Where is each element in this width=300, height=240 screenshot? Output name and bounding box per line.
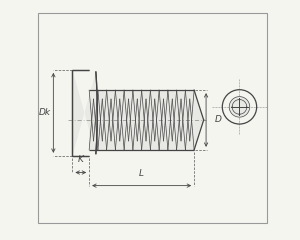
Polygon shape bbox=[194, 90, 204, 150]
Text: D: D bbox=[214, 115, 221, 125]
Text: L: L bbox=[139, 169, 144, 179]
Circle shape bbox=[229, 97, 250, 117]
Text: Dk: Dk bbox=[39, 108, 51, 117]
Bar bbox=[89, 90, 194, 150]
Bar bbox=[38, 13, 267, 223]
Text: K: K bbox=[78, 155, 84, 164]
Polygon shape bbox=[73, 70, 97, 156]
